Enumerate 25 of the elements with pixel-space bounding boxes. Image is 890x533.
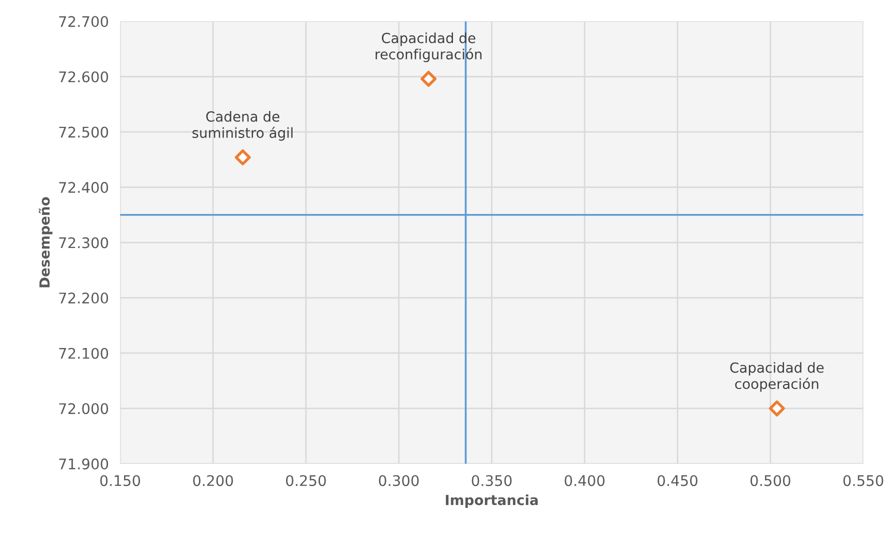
point bbox=[768, 400, 785, 416]
x-tick-label: 0.550 bbox=[843, 475, 884, 486]
y-tick-label: 72.300 bbox=[59, 237, 108, 248]
y-axis-title: Desempeño bbox=[38, 197, 52, 288]
y-tick-label: 72.700 bbox=[59, 16, 108, 28]
x-tick-label: 0.450 bbox=[658, 475, 698, 486]
annotation: Cadena de suministro ágil bbox=[192, 111, 293, 141]
y-tick-label: 72.200 bbox=[59, 292, 108, 304]
point bbox=[420, 70, 437, 87]
x-tick-label: 0.350 bbox=[472, 475, 512, 486]
y-tick-label: 72.400 bbox=[59, 182, 108, 193]
x-tick-label: 0.250 bbox=[286, 475, 326, 486]
x-axis-title: Importancia bbox=[446, 494, 538, 508]
x-tick-label: 0.400 bbox=[564, 475, 605, 486]
point bbox=[234, 149, 251, 166]
y-tick-label: 71.900 bbox=[59, 458, 108, 470]
annotation: Capacidad de cooperación bbox=[730, 362, 824, 392]
y-tick-label: 72.500 bbox=[59, 126, 108, 138]
y-tick-label: 72.100 bbox=[59, 348, 108, 359]
y-tick-label: 72.600 bbox=[59, 71, 108, 82]
x-tick-label: 0.150 bbox=[100, 475, 140, 486]
y-tick-label: 72.000 bbox=[59, 403, 108, 414]
x-tick-label: 0.200 bbox=[193, 475, 233, 486]
x-tick-label: 0.300 bbox=[378, 475, 419, 486]
x-tick-label: 0.500 bbox=[750, 475, 790, 486]
